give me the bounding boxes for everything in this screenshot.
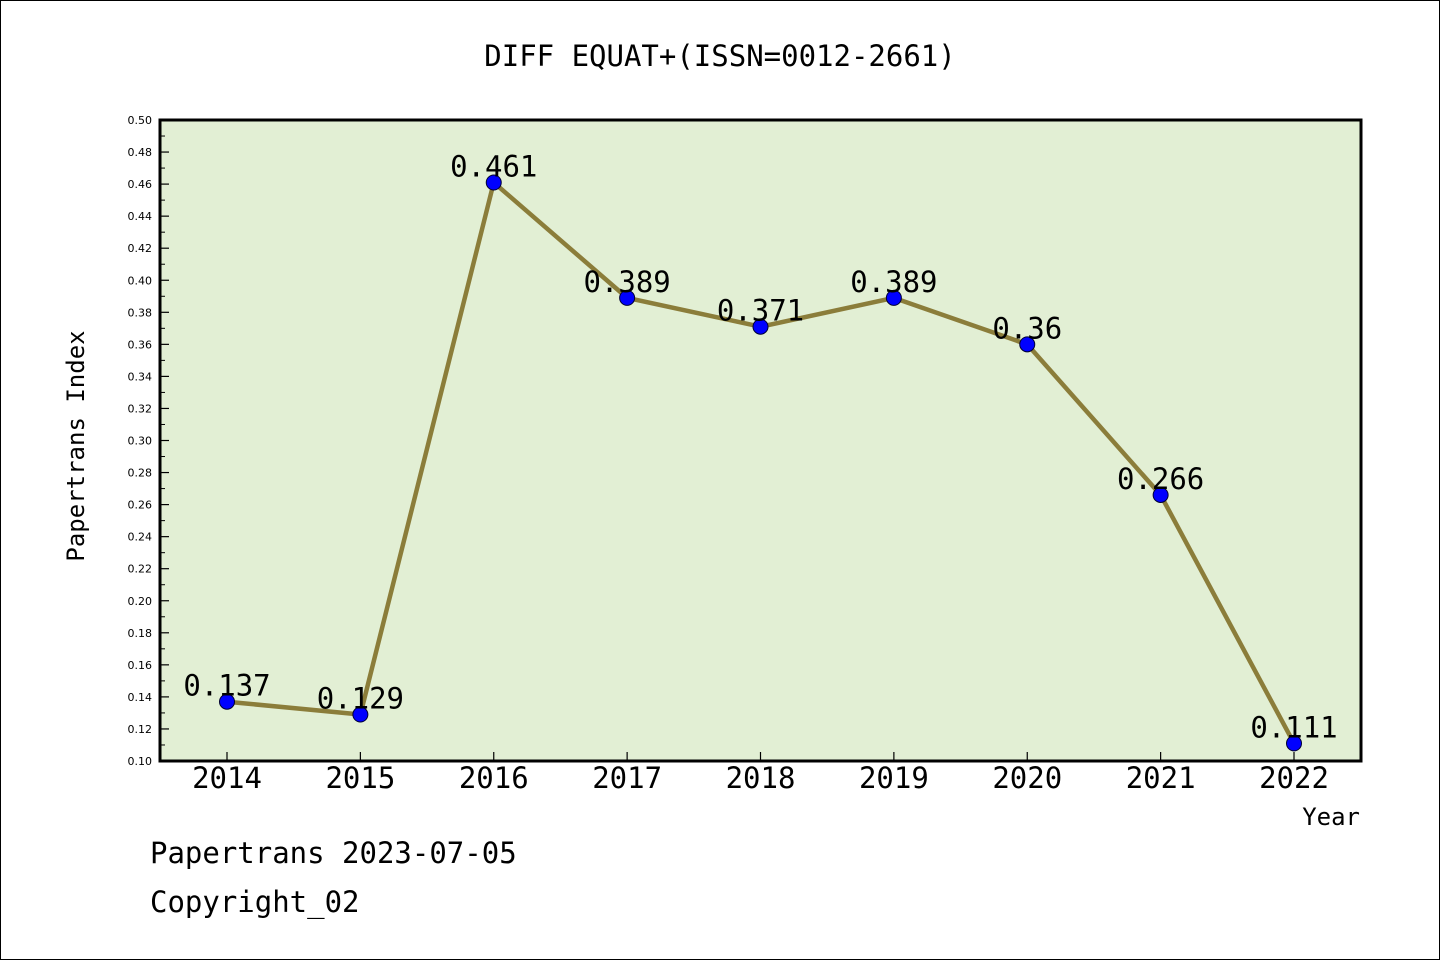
y-tick-label: 0.40	[128, 274, 153, 287]
y-tick-label: 0.16	[128, 659, 153, 672]
y-tick-label: 0.50	[128, 114, 153, 127]
footer-date: Papertrans 2023-07-05	[150, 836, 517, 870]
y-tick-label: 0.18	[128, 627, 153, 640]
x-axis: 2014 2015 2016 2017 2018 2019 2020 2021 2022	[192, 752, 1329, 795]
y-tick-label: 0.14	[128, 691, 153, 704]
data-point	[1152, 486, 1169, 503]
data-point	[219, 693, 235, 710]
x-axis-label: Year	[1302, 803, 1360, 831]
chart-title: DIFF EQUAT+(ISSN=0012-2661)	[484, 39, 955, 73]
data-point	[1286, 735, 1302, 752]
data-point	[485, 174, 502, 191]
data-point	[752, 318, 769, 335]
x-tick-label: 2021	[1126, 761, 1196, 795]
data-label: 0.129	[317, 682, 404, 716]
data-point	[352, 706, 369, 723]
y-tick-label: 0.34	[128, 370, 153, 383]
data-label: 0.389	[850, 265, 937, 299]
data-point	[885, 289, 902, 306]
x-tick-label: 2015	[325, 761, 395, 795]
data-label: 0.389	[583, 265, 670, 299]
y-tick-label: 0.44	[128, 210, 153, 223]
data-label: 0.371	[717, 294, 804, 328]
footer-copyright: Copyright_02	[150, 885, 360, 919]
x-tick-label: 2018	[726, 761, 796, 795]
x-tick-label: 2022	[1259, 761, 1329, 795]
y-tick-label: 0.28	[128, 467, 153, 480]
data-point	[619, 289, 636, 306]
y-tick-label: 0.38	[128, 306, 153, 319]
y-tick-label: 0.10	[128, 755, 153, 768]
y-axis: 0.10 0.12 0.14 0.16 0.18 0.20 0.22 0.24 0.26 0.28…	[128, 114, 169, 768]
data-label: 0.111	[1250, 710, 1337, 744]
data-label: 0.36	[992, 311, 1062, 345]
x-tick-label: 2017	[592, 761, 662, 795]
series-0: 0.137 0.129 0.461 0.389 0.371 0.389 0.36 0.266 0…	[183, 149, 1338, 752]
y-tick-label: 0.22	[128, 563, 153, 576]
y-tick-label: 0.20	[128, 595, 153, 608]
y-tick-label: 0.12	[128, 723, 153, 736]
data-point	[1019, 336, 1036, 353]
data-label: 0.266	[1117, 462, 1204, 496]
y-axis-label: Papertrans Index	[62, 330, 90, 561]
x-tick-label: 2020	[992, 761, 1062, 795]
y-tick-label: 0.30	[128, 435, 153, 448]
y-tick-label: 0.48	[128, 146, 153, 159]
data-label: 0.137	[183, 669, 270, 703]
x-tick-label: 2016	[459, 761, 529, 795]
data-label: 0.461	[450, 149, 537, 183]
y-tick-label: 0.46	[128, 178, 153, 191]
x-tick-label: 2019	[859, 761, 929, 795]
y-tick-label: 0.42	[128, 242, 153, 255]
y-tick-label: 0.32	[128, 402, 153, 415]
y-tick-label: 0.26	[128, 499, 153, 512]
y-tick-label: 0.36	[128, 338, 153, 351]
y-tick-label: 0.24	[128, 531, 153, 544]
plot-area	[158, 118, 1363, 763]
x-tick-label: 2014	[192, 761, 262, 795]
